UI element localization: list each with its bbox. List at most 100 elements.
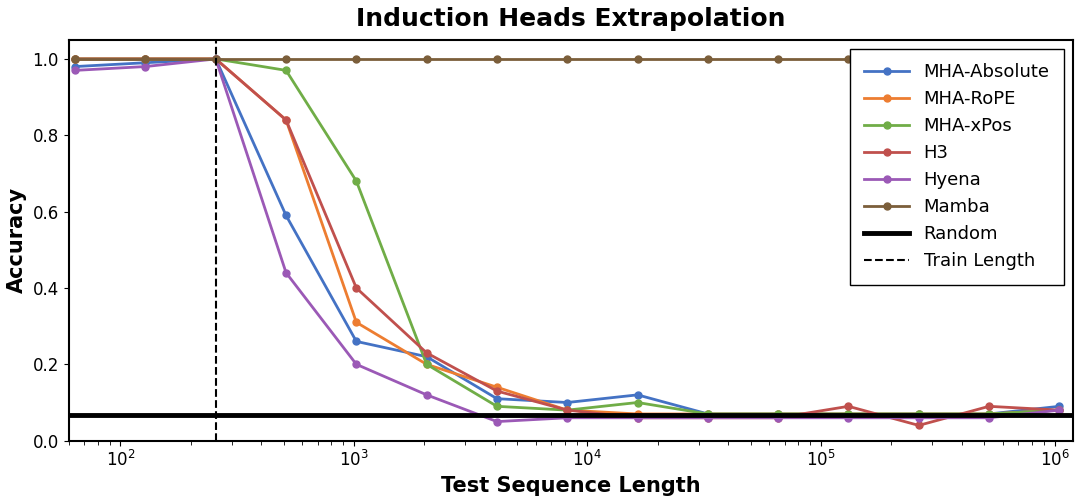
MHA-Absolute xyxy=(210,56,222,62)
H3 xyxy=(280,117,293,123)
MHA-RoPE xyxy=(69,56,82,62)
Line: Hyena: Hyena xyxy=(71,55,1063,425)
MHA-Absolute xyxy=(139,60,152,66)
Mamba xyxy=(210,56,222,62)
MHA-RoPE xyxy=(490,384,503,390)
Hyena xyxy=(983,415,996,421)
MHA-Absolute xyxy=(561,399,573,405)
Mamba xyxy=(280,56,293,62)
H3 xyxy=(842,403,855,409)
Hyena xyxy=(210,56,222,62)
Hyena xyxy=(490,418,503,425)
MHA-xPos xyxy=(139,56,152,62)
H3 xyxy=(701,415,714,421)
MHA-RoPE xyxy=(561,407,573,413)
MHA-RoPE xyxy=(1053,407,1066,413)
MHA-Absolute xyxy=(631,392,644,398)
Hyena xyxy=(1053,407,1066,413)
MHA-xPos xyxy=(631,399,644,405)
Mamba xyxy=(420,56,433,62)
Hyena xyxy=(561,415,573,421)
MHA-RoPE xyxy=(983,411,996,417)
MHA-RoPE xyxy=(701,411,714,417)
X-axis label: Test Sequence Length: Test Sequence Length xyxy=(441,476,701,496)
Hyena xyxy=(842,415,855,421)
Line: H3: H3 xyxy=(71,55,1063,429)
Line: MHA-RoPE: MHA-RoPE xyxy=(71,55,1063,417)
Mamba xyxy=(69,56,82,62)
MHA-xPos xyxy=(701,411,714,417)
MHA-Absolute xyxy=(1053,403,1066,409)
MHA-xPos xyxy=(210,56,222,62)
MHA-xPos xyxy=(772,411,785,417)
MHA-Absolute xyxy=(701,411,714,417)
H3 xyxy=(1053,407,1066,413)
Mamba xyxy=(490,56,503,62)
Hyena xyxy=(772,415,785,421)
MHA-RoPE xyxy=(842,411,855,417)
MHA-xPos xyxy=(420,361,433,367)
MHA-Absolute xyxy=(772,411,785,417)
H3 xyxy=(983,403,996,409)
Hyena xyxy=(280,270,293,276)
Hyena xyxy=(139,63,152,69)
MHA-xPos xyxy=(350,178,363,184)
Legend: MHA-Absolute, MHA-RoPE, MHA-xPos, H3, Hyena, Mamba, Random, Train Length: MHA-Absolute, MHA-RoPE, MHA-xPos, H3, Hy… xyxy=(850,49,1064,285)
MHA-Absolute xyxy=(842,411,855,417)
Mamba xyxy=(842,56,855,62)
MHA-xPos xyxy=(490,403,503,409)
Mamba xyxy=(983,56,996,62)
Hyena xyxy=(69,67,82,73)
Mamba xyxy=(139,56,152,62)
MHA-RoPE xyxy=(420,361,433,367)
Hyena xyxy=(631,415,644,421)
Mamba xyxy=(913,56,926,62)
MHA-RoPE xyxy=(772,411,785,417)
H3 xyxy=(139,56,152,62)
H3 xyxy=(350,285,363,291)
MHA-Absolute xyxy=(913,411,926,417)
Mamba xyxy=(1053,56,1066,62)
H3 xyxy=(420,350,433,356)
MHA-Absolute xyxy=(420,354,433,360)
Mamba xyxy=(631,56,644,62)
H3 xyxy=(210,56,222,62)
MHA-RoPE xyxy=(139,56,152,62)
Hyena xyxy=(701,415,714,421)
H3 xyxy=(913,423,926,429)
MHA-Absolute xyxy=(350,339,363,345)
MHA-Absolute xyxy=(280,212,293,218)
Mamba xyxy=(350,56,363,62)
MHA-RoPE xyxy=(280,117,293,123)
Hyena xyxy=(913,415,926,421)
Line: MHA-xPos: MHA-xPos xyxy=(71,55,1063,417)
MHA-xPos xyxy=(913,411,926,417)
MHA-xPos xyxy=(1053,407,1066,413)
MHA-RoPE xyxy=(350,319,363,325)
Mamba xyxy=(772,56,785,62)
H3 xyxy=(69,56,82,62)
MHA-RoPE xyxy=(210,56,222,62)
Line: MHA-Absolute: MHA-Absolute xyxy=(71,55,1063,417)
MHA-RoPE xyxy=(913,411,926,417)
MHA-xPos xyxy=(561,407,573,413)
H3 xyxy=(490,388,503,394)
Y-axis label: Accuracy: Accuracy xyxy=(6,187,27,293)
MHA-Absolute xyxy=(983,411,996,417)
MHA-RoPE xyxy=(631,411,644,417)
Title: Induction Heads Extrapolation: Induction Heads Extrapolation xyxy=(356,7,785,31)
MHA-xPos xyxy=(842,411,855,417)
Mamba xyxy=(561,56,573,62)
MHA-xPos xyxy=(983,411,996,417)
H3 xyxy=(631,415,644,421)
Hyena xyxy=(420,392,433,398)
H3 xyxy=(772,415,785,421)
MHA-xPos xyxy=(69,56,82,62)
H3 xyxy=(561,407,573,413)
MHA-Absolute xyxy=(490,396,503,402)
Hyena xyxy=(350,361,363,367)
Line: Mamba: Mamba xyxy=(71,55,1063,62)
MHA-Absolute xyxy=(69,63,82,69)
Mamba xyxy=(701,56,714,62)
MHA-xPos xyxy=(280,67,293,73)
